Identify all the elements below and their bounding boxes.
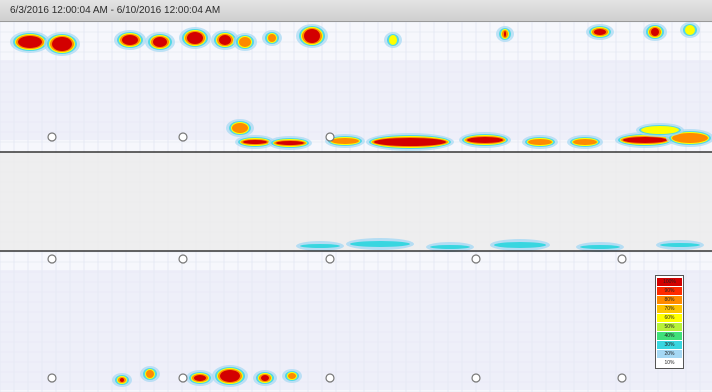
legend-item: 70% [657,305,682,313]
heat-cluster [211,30,239,50]
title-bar: 6/3/2016 12:00:04 AM - 6/10/2016 12:00:0… [0,0,712,22]
heat-cluster [253,370,277,386]
circle-marker-icon[interactable] [471,254,481,264]
heat-cluster [636,123,684,137]
legend-item: 30% [657,341,682,349]
heat-cluster [226,119,254,137]
legend-item: 60% [657,314,682,322]
heat-cluster [145,32,175,52]
heat-cluster [296,24,328,48]
heat-cluster [459,132,511,148]
heat-cluster [366,133,454,151]
band-dividers [0,151,712,252]
heat-cluster [567,135,603,149]
circle-marker-icon[interactable] [47,373,57,383]
heat-cluster [262,30,282,46]
legend-item: 50% [657,323,682,331]
heat-cluster [10,31,50,53]
heat-cluster [680,22,700,38]
circle-marker-icon[interactable] [47,254,57,264]
heat-cluster [576,242,624,252]
legend-item: 20% [657,350,682,358]
heat-cluster [496,26,514,42]
heat-cluster [114,30,146,50]
circle-marker-icon[interactable] [471,373,481,383]
shaded-band [0,60,712,390]
heat-cluster [44,32,80,56]
color-legend: 100% 90% 80% 70% 60% 50% 40% 30% 20% 10% [655,275,684,369]
marker-row [47,132,627,383]
heat-cluster [296,241,344,251]
heat-cluster [643,23,667,41]
legend-item: 80% [657,296,682,304]
heat-cluster [179,27,211,49]
heat-cluster [233,33,257,51]
heat-cluster [112,373,132,387]
heat-cluster [268,136,312,150]
heat-cluster [235,135,275,149]
circle-marker-icon[interactable] [325,132,335,142]
circle-marker-icon[interactable] [178,132,188,142]
legend-item: 40% [657,332,682,340]
legend-item: 100% [657,278,682,286]
circle-marker-icon[interactable] [178,373,188,383]
circle-marker-icon[interactable] [617,254,627,264]
heat-cluster [186,370,214,386]
circle-marker-icon[interactable] [325,373,335,383]
circle-marker-icon[interactable] [325,254,335,264]
heat-cluster [346,238,414,250]
heat-cluster [282,369,302,383]
heat-cluster [586,24,614,40]
circle-marker-icon[interactable] [178,254,188,264]
legend-item: 10% [657,359,682,367]
heat-cluster [140,366,160,382]
heatmap-plot[interactable] [0,22,712,392]
circle-marker-icon[interactable] [617,373,627,383]
circle-marker-icon[interactable] [47,132,57,142]
heat-cluster [656,240,704,250]
heat-cluster [666,129,712,147]
heat-cluster [490,239,550,251]
heat-cluster [426,242,474,252]
heat-cluster [522,135,558,149]
heat-cluster [212,365,248,387]
activity-clusters [10,22,712,387]
legend-item: 90% [657,287,682,295]
heat-cluster [384,32,402,48]
date-range-title: 6/3/2016 12:00:04 AM - 6/10/2016 12:00:0… [10,5,221,16]
heat-cluster [325,134,365,148]
